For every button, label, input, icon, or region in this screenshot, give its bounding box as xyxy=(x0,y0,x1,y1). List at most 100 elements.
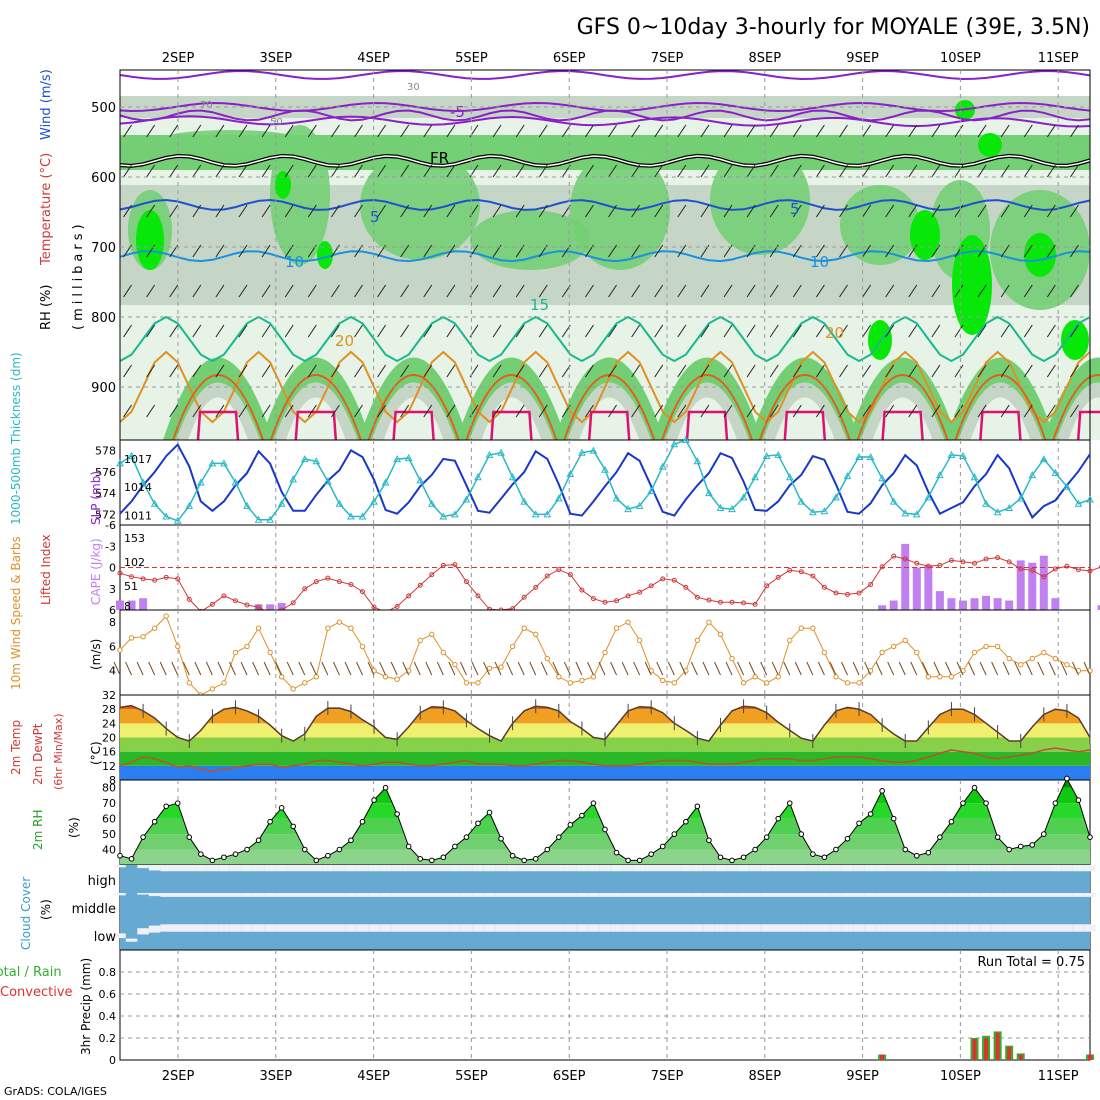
rh2m-point xyxy=(475,820,481,827)
contour-label: 30 xyxy=(407,82,420,93)
li-tick-label: 6 xyxy=(109,604,116,617)
thickness-point xyxy=(993,508,1002,516)
cloud-gap xyxy=(171,865,184,872)
cloud-gap xyxy=(252,865,265,872)
wind-barb xyxy=(746,204,756,218)
cloud-gap xyxy=(553,893,565,897)
cloud-gap xyxy=(1003,924,1015,932)
wind-barb xyxy=(839,164,848,178)
wind10m-barb xyxy=(968,661,975,676)
wind10m-barb xyxy=(921,661,929,676)
cloud-gap xyxy=(391,865,403,872)
thickness-point xyxy=(439,512,448,520)
wind-barb xyxy=(700,164,710,178)
lifted-index-point xyxy=(579,587,585,593)
cloud-gap xyxy=(553,924,565,932)
wind10m-barb xyxy=(483,661,490,676)
cloud-gap xyxy=(807,893,819,897)
cloud-unit-label: (%) xyxy=(39,899,53,920)
wind-barb xyxy=(215,244,225,258)
thickness-point xyxy=(612,494,621,502)
wind10m-barb xyxy=(841,661,848,676)
wind10m-barb xyxy=(448,661,456,676)
lifted-index-point xyxy=(313,579,319,585)
cloud-gap xyxy=(980,893,992,897)
wind-barb xyxy=(1023,324,1033,338)
thickness-point xyxy=(1063,482,1071,490)
cloud-gap xyxy=(853,924,865,932)
upper-air-panel: -5 FR 5 10 15 20 10 20 5 30 50 70 xyxy=(119,69,1100,441)
wind10m-barb xyxy=(390,661,398,676)
contour-label: 50 xyxy=(270,117,283,128)
wind-barb xyxy=(492,404,502,418)
cloud-gap xyxy=(1014,865,1027,872)
wind10m-point xyxy=(278,674,285,680)
wind-barb xyxy=(815,244,825,258)
cloud-gap xyxy=(991,924,1004,932)
cloud-gap xyxy=(934,893,946,897)
rh-tick-label: 70 xyxy=(102,797,116,810)
wind-barb xyxy=(215,124,225,138)
date-tick-top: 2SEP xyxy=(162,51,195,66)
cape-tick-label: 102 xyxy=(124,556,145,569)
wind-barb xyxy=(931,364,941,378)
wind10m-point xyxy=(452,661,458,668)
wind-barb xyxy=(1070,244,1079,258)
wind-barb xyxy=(1023,164,1033,178)
wind10m-point xyxy=(209,686,216,692)
thickness-point xyxy=(832,493,840,501)
thickness-point xyxy=(116,459,124,467)
temperature-contour-25 xyxy=(172,374,264,441)
cloud-gap xyxy=(472,924,484,932)
rh-tick-label: 80 xyxy=(102,782,116,795)
wind10m-point xyxy=(509,643,516,650)
wind-barb xyxy=(585,404,594,418)
date-tick-bottom: 5SEP xyxy=(455,1069,488,1084)
thickness-point xyxy=(324,477,332,485)
wind-barb xyxy=(608,204,617,218)
wind10m-point xyxy=(567,680,574,686)
wind-barb xyxy=(700,364,710,378)
thickness-point xyxy=(289,475,298,483)
wind-barb xyxy=(123,164,132,178)
thickness-point xyxy=(127,451,136,459)
cloud-gap xyxy=(1026,924,1039,932)
wind10m-point xyxy=(787,637,793,644)
cape-tick-label: 153 xyxy=(124,532,145,545)
wind-barb xyxy=(1000,164,1010,178)
wind-barb xyxy=(307,324,317,338)
cloud-gap xyxy=(564,924,577,932)
li-tick-label: 0 xyxy=(109,562,116,575)
wind10m-barb xyxy=(610,661,618,676)
wind10m-barb xyxy=(194,661,202,676)
wind10m-point xyxy=(844,680,851,686)
cloud-gap xyxy=(1072,893,1085,897)
wind-barb xyxy=(192,204,202,218)
cloud-gap xyxy=(414,924,427,932)
thickness-point xyxy=(936,471,944,479)
wind10m-axis-label: 10m Wind Speed & Barbs xyxy=(9,536,23,690)
wind10m-barb xyxy=(263,661,271,676)
wind-barb xyxy=(261,404,271,418)
wind-barb xyxy=(330,404,340,418)
contour-label: 5 xyxy=(790,200,800,218)
cloud-row-label: low xyxy=(94,930,117,945)
wind10m-barb xyxy=(748,661,756,676)
thickness-point xyxy=(474,473,482,481)
wind-barb xyxy=(769,164,779,178)
lower-panels xyxy=(113,435,1100,1061)
lifted-index-point xyxy=(706,597,712,603)
wind-barb xyxy=(885,124,895,138)
precip-tick-label: 0 xyxy=(109,1054,116,1067)
cloud-gap xyxy=(333,865,346,872)
cloud-gap xyxy=(183,924,196,932)
cape-bar xyxy=(127,600,136,610)
rh-band xyxy=(120,849,1090,865)
temperature-contour-25 xyxy=(954,374,1047,441)
cloud-gap xyxy=(622,865,634,872)
cloud-gap xyxy=(772,893,784,897)
wind-barb xyxy=(238,124,248,138)
wind-barb xyxy=(631,284,641,298)
cloud-gap xyxy=(426,924,438,932)
temp-tick-label: 12 xyxy=(102,760,116,773)
